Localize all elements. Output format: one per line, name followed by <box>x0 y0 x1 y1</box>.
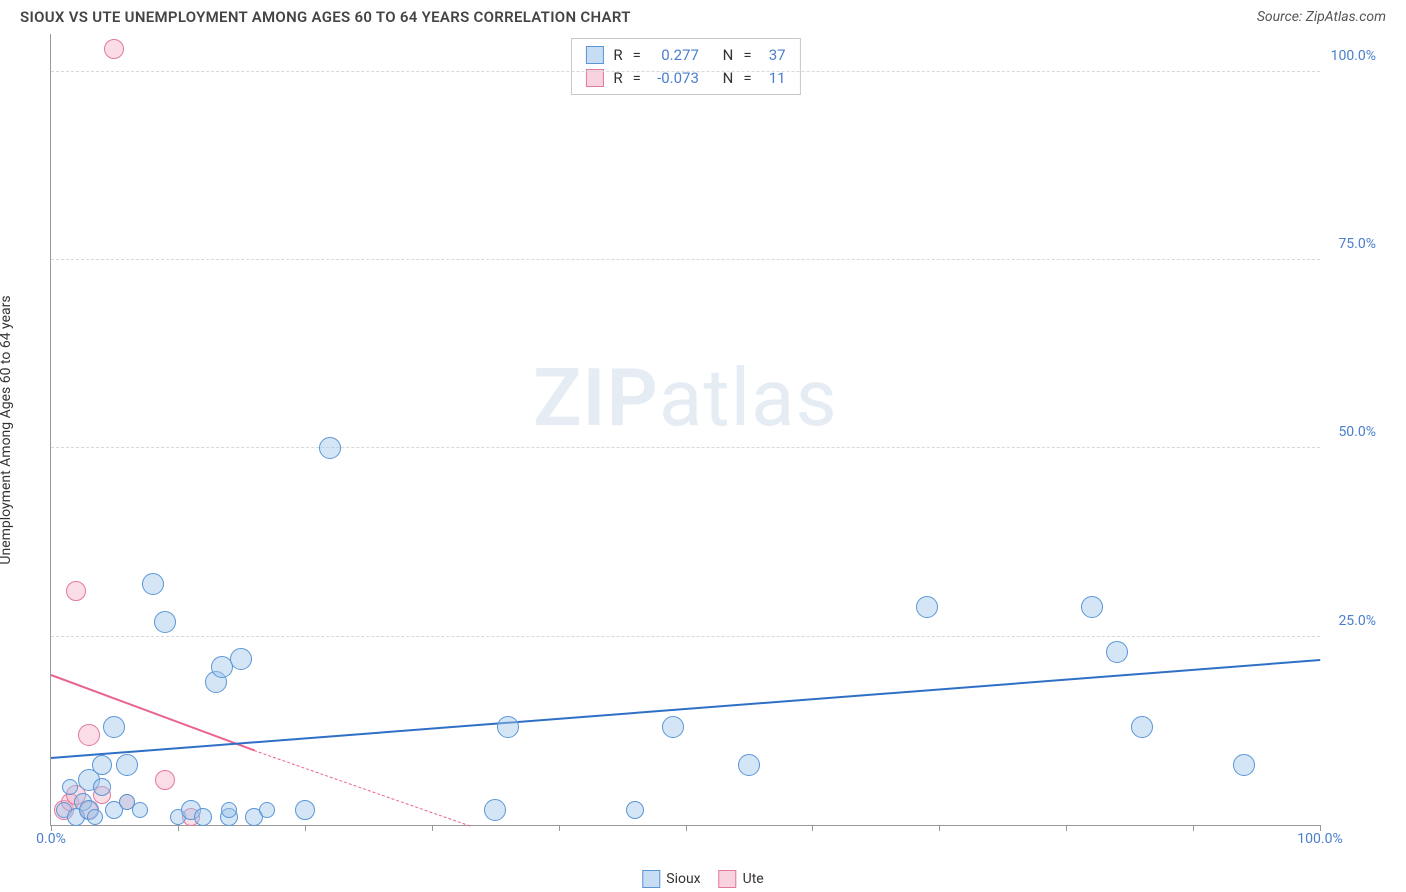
trend-line <box>51 659 1320 759</box>
chart-container: Unemployment Among Ages 60 to 64 years Z… <box>40 34 1380 826</box>
data-point-sioux <box>626 801 644 819</box>
x-tick-label: 100.0% <box>1297 831 1342 847</box>
data-point-sioux <box>484 799 506 821</box>
y-tick-label: 100.0% <box>1331 48 1376 64</box>
gridline <box>51 636 1320 637</box>
watermark: ZIPatlas <box>533 351 838 445</box>
data-point-sioux <box>221 802 237 818</box>
ute-legend-swatch-icon <box>719 870 737 888</box>
x-tick <box>1193 825 1194 831</box>
data-point-ute <box>66 581 86 601</box>
x-tick <box>559 825 560 831</box>
sioux-legend-swatch-icon <box>642 870 660 888</box>
gridline <box>51 447 1320 448</box>
data-point-sioux <box>916 596 938 618</box>
data-point-sioux <box>662 716 684 738</box>
data-point-sioux <box>295 800 315 820</box>
y-axis-label: Unemployment Among Ages 60 to 64 years <box>0 295 14 564</box>
eq-label2: = <box>743 44 751 67</box>
series-legend: Sioux Ute <box>642 870 763 888</box>
x-tick <box>939 825 940 831</box>
gridline <box>51 259 1320 260</box>
watermark-atlas: atlas <box>659 351 838 445</box>
data-point-sioux <box>1131 716 1153 738</box>
data-point-sioux <box>1106 641 1128 663</box>
data-point-sioux <box>116 754 138 776</box>
x-tick <box>178 825 179 831</box>
correlation-stats-box: R = 0.277 N = 37 R = -0.073 N = 11 <box>570 38 800 95</box>
x-tick-label: 0.0% <box>36 831 66 847</box>
legend-item-sioux: Sioux <box>642 870 700 888</box>
y-tick-label: 50.0% <box>1338 424 1376 440</box>
data-point-ute <box>104 39 124 59</box>
chart-title: SIOUX VS UTE UNEMPLOYMENT AMONG AGES 60 … <box>20 8 631 26</box>
data-point-ute <box>155 770 175 790</box>
data-point-sioux <box>92 755 112 775</box>
plot-area: ZIPatlas R = 0.277 N = 37 R = -0.073 N = <box>50 34 1320 826</box>
data-point-sioux <box>497 716 519 738</box>
legend-item-ute: Ute <box>719 870 764 888</box>
stats-row-sioux: R = 0.277 N = 37 <box>585 44 785 67</box>
data-point-sioux <box>93 778 111 796</box>
n-label: N <box>723 44 734 67</box>
sioux-legend-label: Sioux <box>666 871 700 887</box>
data-point-sioux <box>1233 754 1255 776</box>
gridline <box>51 71 1320 72</box>
sioux-r-value: 0.277 <box>651 44 699 67</box>
data-point-sioux <box>87 809 103 825</box>
r-label: R <box>613 44 622 67</box>
data-point-sioux <box>154 611 176 633</box>
sioux-n-value: 37 <box>762 44 786 67</box>
sioux-swatch-icon <box>585 46 603 64</box>
data-point-sioux <box>62 779 78 795</box>
x-tick <box>432 825 433 831</box>
data-point-sioux <box>230 648 252 670</box>
y-tick-label: 25.0% <box>1338 613 1376 629</box>
y-tick-label: 75.0% <box>1338 236 1376 252</box>
x-tick <box>686 825 687 831</box>
watermark-zip: ZIP <box>533 351 659 445</box>
data-point-sioux <box>319 437 341 459</box>
data-point-sioux <box>259 802 275 818</box>
x-tick <box>305 825 306 831</box>
data-point-ute <box>78 724 100 746</box>
trend-line-dashed <box>254 750 470 826</box>
chart-source: Source: ZipAtlas.com <box>1257 9 1386 25</box>
data-point-sioux <box>738 754 760 776</box>
data-point-sioux <box>132 802 148 818</box>
data-point-sioux <box>1081 596 1103 618</box>
ute-legend-label: Ute <box>743 871 764 887</box>
x-tick <box>1066 825 1067 831</box>
x-tick <box>812 825 813 831</box>
eq-label: = <box>633 44 641 67</box>
data-point-sioux <box>142 573 164 595</box>
chart-header: SIOUX VS UTE UNEMPLOYMENT AMONG AGES 60 … <box>0 0 1406 34</box>
data-point-sioux <box>103 716 125 738</box>
data-point-sioux <box>194 808 212 826</box>
